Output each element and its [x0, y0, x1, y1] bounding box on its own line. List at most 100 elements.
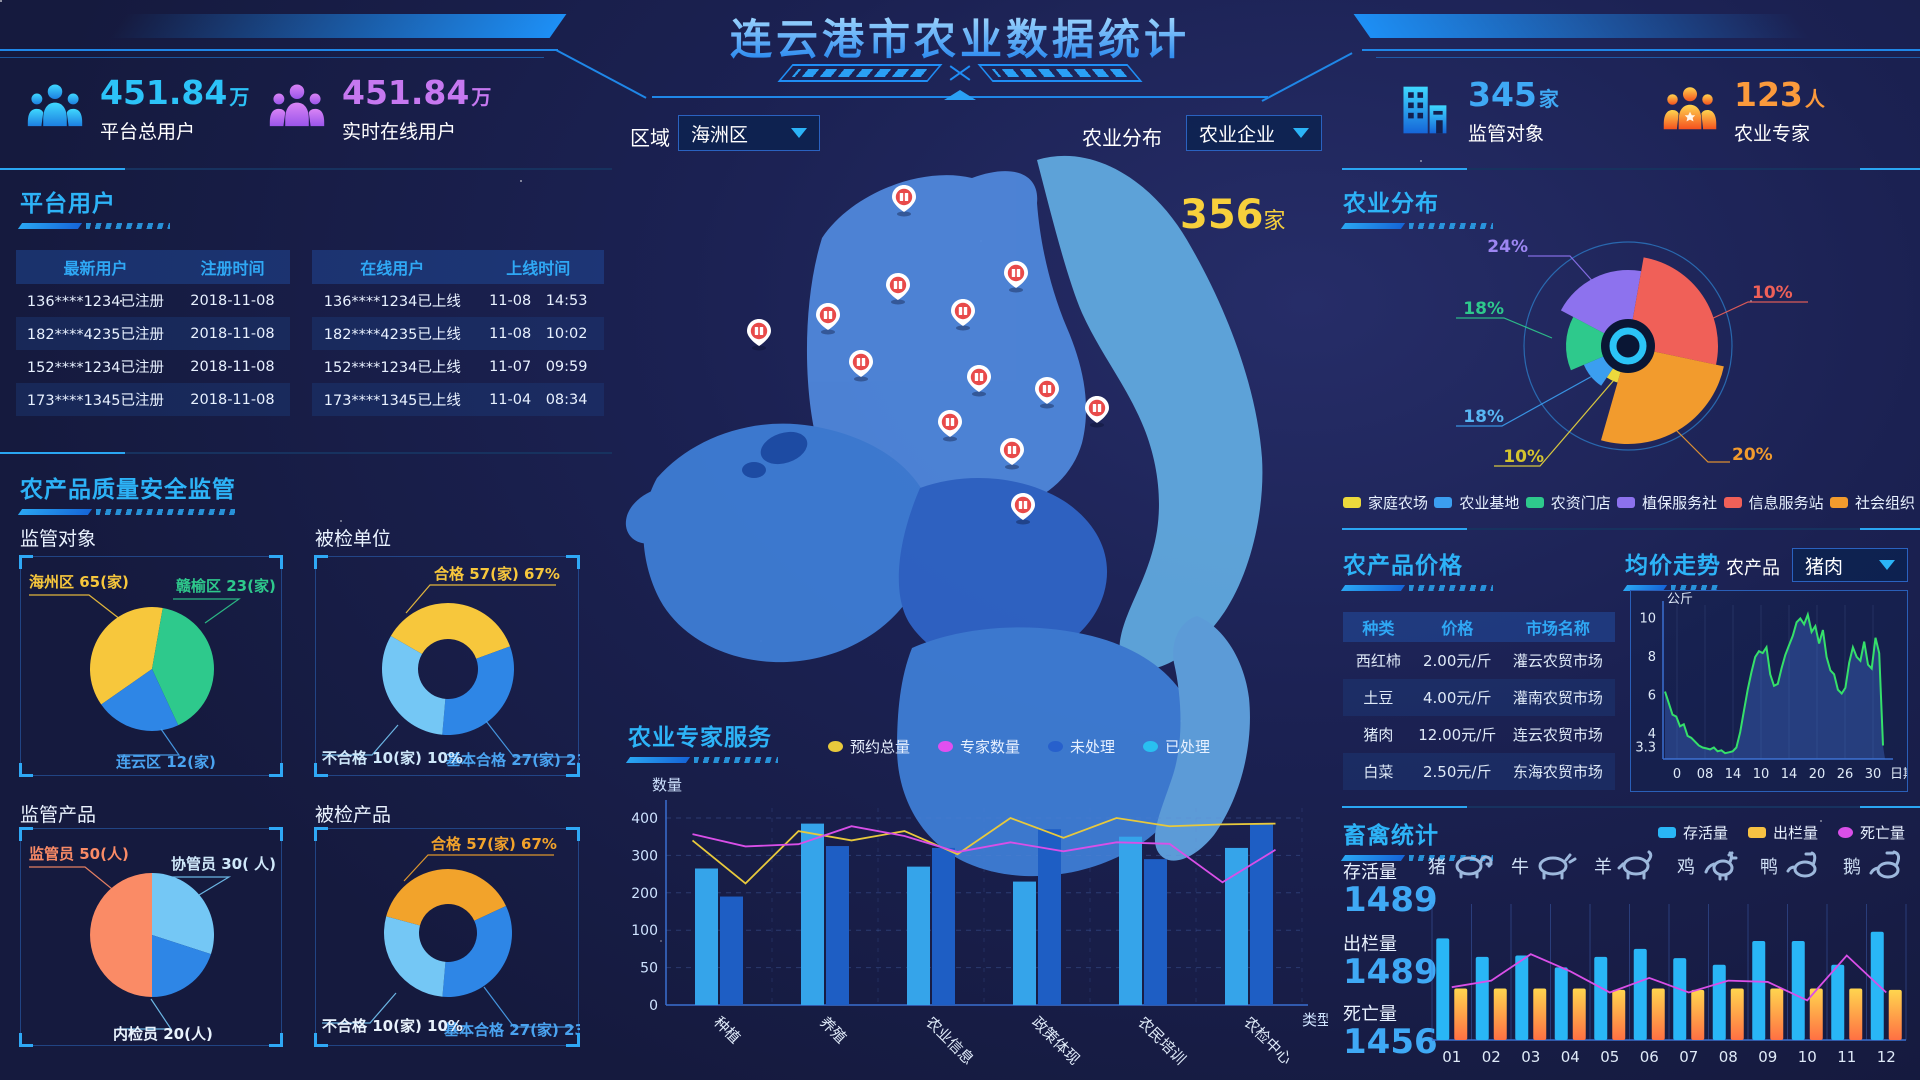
experts-icon — [1662, 82, 1718, 142]
chevron-down-icon — [1879, 560, 1895, 570]
map-count-badge: 356家 — [1180, 192, 1286, 238]
register-table: 最新用户 注册时间 136****1234已注册 2018-11-08 182****4… — [16, 250, 290, 416]
region-select[interactable]: 海洲区 — [678, 115, 820, 151]
divider — [1342, 168, 1920, 170]
stat-label: 实时在线用户 — [342, 121, 457, 143]
column-header: 在线用户 — [360, 259, 425, 278]
map-pin-icon[interactable] — [849, 350, 873, 382]
legend-item[interactable]: 植保服务社 — [1617, 492, 1717, 513]
legend-item[interactable]: 农业基地 — [1434, 492, 1519, 513]
legend-swatch-icon — [1525, 497, 1544, 508]
distribution-label: 农业分布 — [1082, 126, 1162, 150]
animal-label: 鸡 — [1677, 857, 1695, 878]
svg-text:11: 11 — [1837, 1048, 1856, 1066]
legend-item[interactable]: 家庭农场 — [1343, 492, 1428, 513]
column-header: 市场名称 — [1525, 619, 1590, 638]
lianyungang-map[interactable] — [612, 148, 1312, 880]
map-pin-icon[interactable] — [1011, 493, 1035, 525]
header-line-left-2 — [0, 57, 544, 58]
svg-text:10%: 10% — [1752, 283, 1793, 303]
map-pin-icon[interactable] — [1000, 438, 1024, 470]
stat-value: 123 人 — [1734, 75, 1825, 114]
section-agri-distribution: 农业分布 — [1340, 184, 1493, 229]
livestock-stat-value: 1489 — [1343, 952, 1438, 992]
table-row: 土豆 4.00元/斤 灌南农贸市场 — [1343, 679, 1615, 716]
map-pin-icon[interactable] — [951, 299, 975, 331]
svg-text:09: 09 — [1758, 1048, 1777, 1066]
svg-text:300: 300 — [631, 848, 658, 864]
legend-item[interactable]: 出栏量 — [1748, 822, 1818, 843]
legend-item[interactable]: 社会组织 — [1829, 492, 1915, 513]
table-row: 152****1234已上线 11-07 09:59 — [323, 358, 588, 377]
section-title: 农业分布 — [1343, 191, 1439, 217]
legend-swatch-icon — [1658, 827, 1676, 838]
users-icon — [26, 79, 84, 141]
animal-鸭-icon — [1786, 851, 1817, 878]
legend-item[interactable]: 农资门店 — [1525, 492, 1611, 513]
legend-item[interactable]: 专家数量 — [938, 736, 1020, 757]
map-pin-icon[interactable] — [1035, 377, 1059, 409]
legend-swatch-icon — [1723, 497, 1742, 508]
livestock-legend: 存活量 出栏量 死亡量 — [1658, 822, 1905, 843]
stat-label: 平台总用户 — [100, 121, 196, 143]
table-row: 173****1345已上线 11-04 08:34 — [312, 383, 604, 416]
legend-item[interactable]: 信息服务站 — [1723, 492, 1824, 513]
svg-text:农民培训: 农民培训 — [1134, 1013, 1189, 1068]
legend-item[interactable]: 已处理 — [1143, 736, 1210, 757]
svg-text:4: 4 — [1648, 727, 1656, 742]
legend-item[interactable]: 预约总量 — [828, 736, 910, 757]
svg-text:02: 02 — [1482, 1048, 1501, 1066]
svg-text:不合格 10(家) 10%: 不合格 10(家) 10% — [322, 1017, 463, 1035]
online-users-icon — [268, 79, 326, 141]
map-pin-icon[interactable] — [1004, 261, 1028, 293]
emblem-triangle-icon — [944, 90, 976, 100]
stat-supervised: 345 家 监管对象 — [1396, 78, 1559, 146]
rose-chart-legend: 家庭农场 农业基地 农资门店 植保服务社 信息服务站 社会组织 — [1343, 492, 1915, 513]
building-icon — [1396, 82, 1452, 142]
table-row: 152****1234已注册 2018-11-08 — [26, 358, 275, 377]
svg-text:10%: 10% — [1503, 447, 1544, 467]
svg-text:01: 01 — [1442, 1048, 1461, 1066]
rose-chart-agri-distribution: 24% 10% 18% 18% 10% 20% — [1400, 196, 1860, 494]
svg-text:24%: 24% — [1487, 237, 1528, 257]
map-markers[interactable] — [747, 185, 1109, 525]
map-pin-icon[interactable] — [967, 365, 991, 397]
chart-subtitle: 监管产品 — [20, 804, 97, 826]
map-pin-icon[interactable] — [1085, 396, 1109, 428]
legend-swatch-icon — [1838, 827, 1854, 838]
chevron-down-icon — [791, 128, 807, 138]
legend-item[interactable]: 未处理 — [1048, 736, 1115, 757]
map-pin-icon[interactable] — [816, 303, 840, 335]
table-row: 136****1234已注册 2018-11-08 — [26, 292, 275, 311]
svg-text:30: 30 — [1865, 767, 1882, 782]
column-header: 注册时间 — [200, 259, 265, 278]
svg-text:12: 12 — [1877, 1048, 1896, 1066]
map-pin-icon[interactable] — [938, 410, 962, 442]
trend-product-select[interactable]: 猪肉 — [1792, 548, 1908, 582]
svg-text:400: 400 — [631, 811, 658, 827]
map-pin-icon[interactable] — [747, 319, 771, 351]
column-header: 上线时间 — [506, 259, 571, 278]
svg-text:06: 06 — [1640, 1048, 1659, 1066]
svg-text:8: 8 — [1648, 650, 1656, 665]
distribution-select[interactable]: 农业企业 — [1186, 115, 1322, 151]
animal-羊-icon — [1617, 850, 1653, 880]
pie-supervision-target: 海州区 65(家) 赣榆区 23(家) 连云区 12(家) — [19, 555, 283, 777]
svg-text:养殖: 养殖 — [816, 1013, 850, 1047]
section-underline — [1340, 223, 1493, 229]
column-header: 最新用户 — [63, 259, 128, 278]
livestock-stat-label: 死亡量 — [1343, 1004, 1397, 1025]
svg-text:类型: 类型 — [1302, 1011, 1328, 1029]
stat-value: 451.84 万 — [100, 73, 250, 112]
legend-item[interactable]: 死亡量 — [1838, 822, 1905, 843]
svg-text:08: 08 — [1719, 1048, 1738, 1066]
map-region-center — [898, 478, 1108, 666]
svg-text:公斤: 公斤 — [1667, 592, 1693, 607]
svg-text:种植: 种植 — [710, 1013, 744, 1047]
legend-item[interactable]: 存活量 — [1658, 822, 1728, 843]
map-pin-icon[interactable] — [886, 273, 910, 305]
svg-text:0: 0 — [649, 998, 658, 1014]
svg-text:合格 57(家) 67%: 合格 57(家) 67% — [433, 565, 560, 583]
map-pin-icon[interactable] — [892, 185, 916, 217]
